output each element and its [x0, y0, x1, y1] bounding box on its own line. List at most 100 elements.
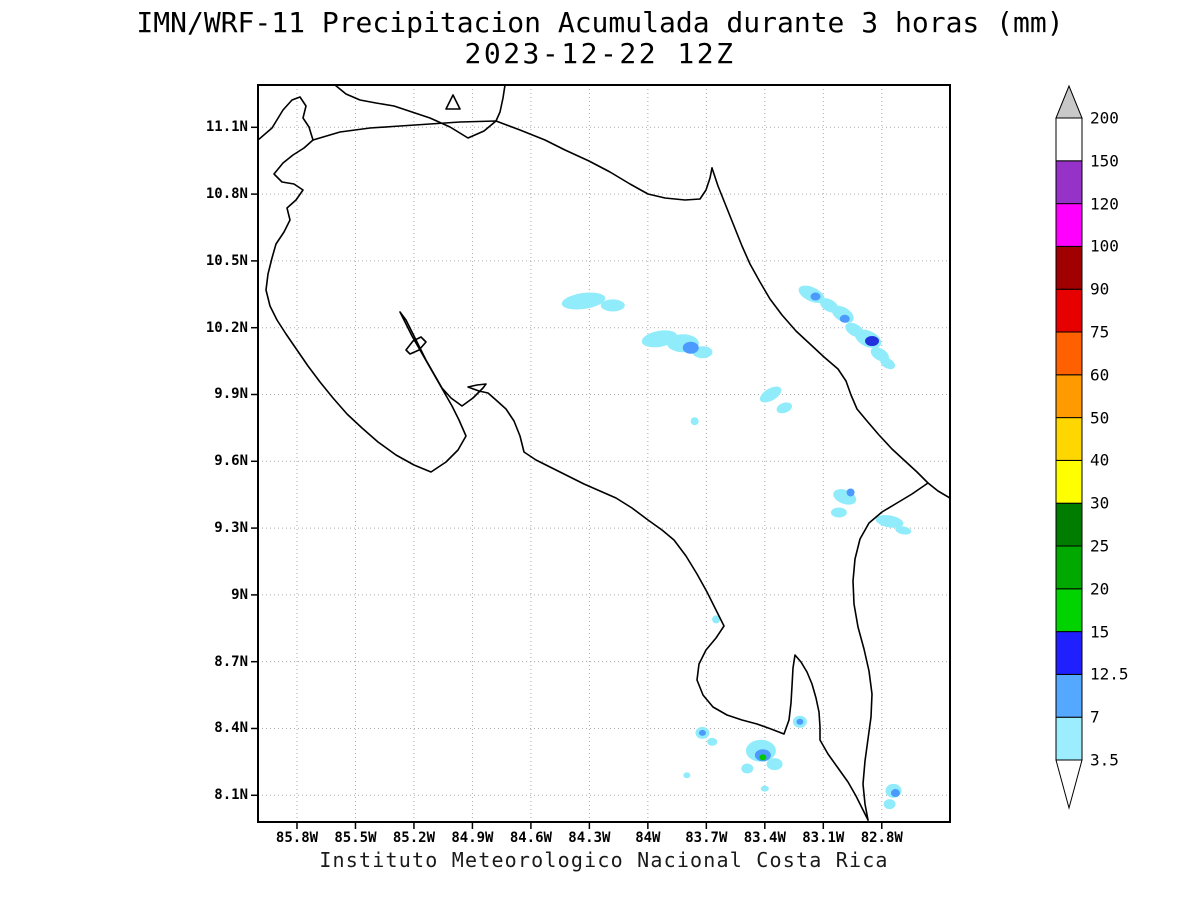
colorbar-segment: [1055, 117, 1083, 162]
gridlines-layer: [258, 85, 950, 822]
x-tick-label: 84.6W: [509, 830, 552, 846]
precip-cell: [712, 615, 721, 624]
colorbar-segment: [1055, 502, 1083, 547]
colorbar-arrow-bottom: [1055, 759, 1083, 810]
precip-cell: [810, 292, 821, 301]
colorbar-label: 15: [1090, 622, 1110, 642]
x-tick-label: 85.8W: [275, 830, 319, 846]
precip-cell: [682, 341, 699, 354]
precip-cell: [895, 526, 912, 535]
colorbar-label: 30: [1090, 493, 1110, 513]
precip-cell: [561, 292, 606, 310]
x-tick-label: 83.1W: [802, 830, 845, 846]
colorbar-label: 40: [1090, 450, 1110, 470]
precip-cell: [600, 299, 625, 312]
x-tick-label: 83.4W: [743, 830, 786, 846]
colorbar-segment: [1055, 631, 1083, 675]
colorbar-segment: [1055, 160, 1083, 205]
colorbar-segment: [1055, 288, 1083, 333]
x-tick-label: 84.9W: [451, 830, 494, 846]
colorbar-label: 75: [1090, 322, 1110, 342]
precip-cell: [759, 754, 767, 761]
island-outline: [445, 94, 461, 110]
precip-cell: [865, 336, 880, 347]
plot-frame: [257, 84, 951, 823]
precip-cell: [833, 489, 857, 505]
colorbar-label: 25: [1090, 536, 1110, 556]
nicaragua-pacific-coast: [258, 96, 314, 141]
precip-cell: [741, 763, 754, 774]
precip-cell: [707, 737, 718, 746]
lake-nicaragua-shore: [334, 85, 506, 139]
precip-cell: [760, 785, 769, 792]
precip-cell: [698, 729, 706, 736]
colorbar-label: 60: [1090, 365, 1110, 385]
y-tick-label: 8.4N: [214, 720, 248, 737]
precip-cell: [690, 417, 699, 426]
y-tick-label: 10.8N: [205, 186, 248, 203]
pacific-coastline: [265, 139, 869, 821]
y-tick-label: 10.2N: [205, 319, 248, 336]
y-tick-label: 9N: [231, 586, 248, 603]
precip-cell: [830, 507, 847, 518]
colorbar-segment: [1055, 245, 1083, 290]
colorbar-segment: [1055, 459, 1083, 504]
colorbar-label: 7: [1090, 707, 1100, 727]
colorbar-label: 100: [1090, 236, 1119, 256]
precip-cell: [883, 799, 896, 810]
colorbar-segment: [1055, 374, 1083, 419]
colorbar-segment: [1055, 673, 1083, 718]
y-tick-label: 9.6N: [214, 453, 248, 470]
precip-cell: [875, 515, 904, 528]
colorbar: [1055, 84, 1083, 810]
colorbar-label: 3.5: [1090, 750, 1119, 770]
precip-cell: [766, 758, 783, 771]
y-tick-label: 8.1N: [214, 787, 248, 804]
colorbar-arrow-top: [1055, 84, 1083, 119]
y-tick-label: 8.7N: [214, 653, 248, 670]
colorbar-segment: [1055, 203, 1083, 247]
gulf-island-outline: [405, 336, 427, 355]
y-tick-label: 10.5N: [205, 252, 248, 269]
x-tick-label: 85.2W: [392, 830, 436, 846]
y-tick-label: 9.3N: [214, 520, 248, 537]
colorbar-segment: [1055, 716, 1083, 761]
colorbar-label: 150: [1090, 151, 1119, 171]
colorbar-segment: [1055, 588, 1083, 633]
precip-cell: [880, 357, 895, 370]
colorbar-label: 200: [1090, 108, 1119, 128]
nicaragua-border: [312, 120, 713, 201]
precip-cell: [759, 386, 782, 403]
precip-cell: [890, 789, 900, 798]
figure-subtitle: 2023-12-22 12Z: [464, 37, 736, 70]
axis-tick-marks: [251, 126, 883, 829]
colorbar-label: 12.5: [1090, 664, 1129, 684]
y-tick-label: 11.1N: [205, 119, 248, 136]
x-tick-label: 83.7W: [685, 830, 728, 846]
precip-cell: [776, 402, 793, 414]
colorbar-label: 50: [1090, 408, 1110, 428]
caribbean-coastline: [711, 167, 950, 499]
precip-cell: [796, 718, 804, 725]
y-tick-label: 9.9N: [214, 386, 248, 403]
colorbar-label: 20: [1090, 579, 1110, 599]
colorbar-label: 90: [1090, 279, 1110, 299]
panama-border: [852, 482, 929, 821]
colorbar-segment: [1055, 331, 1083, 376]
precip-cell: [846, 488, 855, 497]
x-tick-label: 82.8W: [860, 830, 903, 846]
x-tick-label: 84.3W: [568, 830, 611, 846]
figure-title: IMN/WRF-11 Precipitacion Acumulada duran…: [136, 6, 1064, 39]
precip-cell: [839, 314, 850, 323]
precip-cell: [683, 772, 691, 779]
x-tick-label: 84W: [635, 830, 661, 846]
colorbar-segment: [1055, 545, 1083, 590]
colorbar-label: 120: [1090, 194, 1119, 214]
colorbar-segment: [1055, 417, 1083, 461]
precipitation-shading-layer: [561, 285, 912, 810]
coastline-layer: [258, 85, 950, 821]
figure-caption: Instituto Meteorologico Nacional Costa R…: [319, 848, 889, 872]
x-tick-label: 85.5W: [334, 830, 377, 846]
